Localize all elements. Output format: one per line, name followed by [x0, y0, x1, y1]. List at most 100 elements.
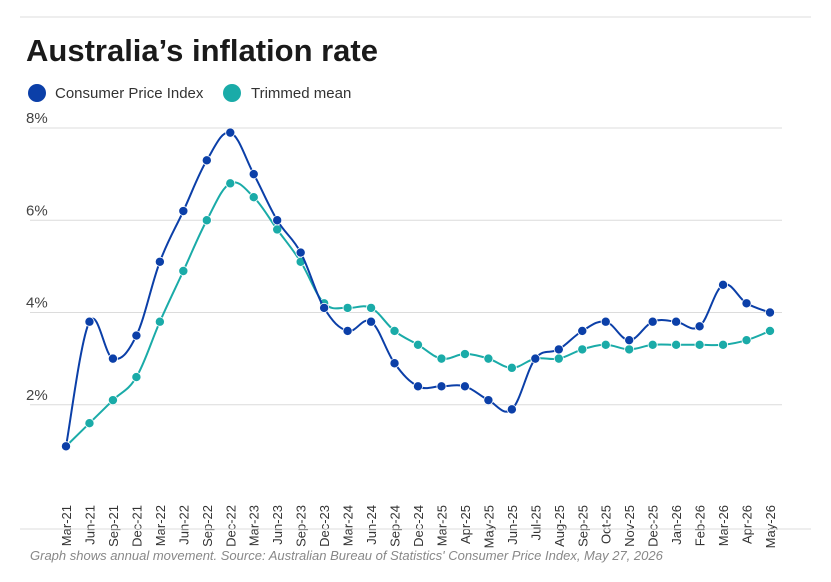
data-point-cpi: [530, 353, 541, 364]
data-point-trimmed-mean: [624, 344, 635, 355]
data-point-cpi: [295, 247, 306, 258]
data-point-cpi: [272, 215, 283, 226]
data-point-trimmed-mean: [131, 372, 142, 383]
data-point-trimmed-mean: [765, 325, 776, 336]
y-tick-label: 2%: [26, 387, 48, 404]
x-tick-label: Jul-25: [528, 505, 543, 540]
legend-marker-trimmed-mean: [223, 84, 241, 102]
data-point-cpi: [248, 169, 259, 180]
x-tick-label: Nov-25: [622, 505, 637, 547]
data-point-cpi: [647, 316, 658, 327]
x-tick-label: Feb-26: [693, 505, 708, 546]
data-point-trimmed-mean: [459, 349, 470, 360]
data-point-cpi: [741, 298, 752, 309]
data-point-trimmed-mean: [647, 339, 658, 350]
y-tick-label: 8%: [26, 110, 48, 127]
data-point-trimmed-mean: [107, 395, 118, 406]
x-tick-label: Dec-24: [411, 505, 426, 547]
data-point-trimmed-mean: [671, 339, 682, 350]
data-point-cpi: [577, 325, 588, 336]
data-point-trimmed-mean: [366, 302, 377, 313]
data-point-cpi: [459, 381, 470, 392]
legend-label-cpi: Consumer Price Index: [55, 85, 204, 102]
data-point-cpi: [225, 127, 236, 138]
x-tick-label: Dec-25: [646, 505, 661, 547]
data-point-trimmed-mean: [342, 302, 353, 313]
x-tick-label: Sep-22: [200, 505, 215, 547]
x-tick-label: May-25: [481, 505, 496, 548]
data-point-trimmed-mean: [741, 335, 752, 346]
x-tick-label: Oct-25: [599, 505, 614, 544]
data-point-trimmed-mean: [600, 339, 611, 350]
x-tick-label: Jan-26: [669, 505, 684, 545]
data-point-cpi: [61, 441, 72, 452]
data-point-trimmed-mean: [553, 353, 564, 364]
series-cpi: [61, 127, 776, 452]
legend-label-trimmed-mean: Trimmed mean: [251, 85, 351, 102]
data-point-cpi: [389, 358, 400, 369]
chart-title: Australia’s inflation rate: [26, 33, 378, 68]
data-point-trimmed-mean: [201, 215, 212, 226]
data-point-cpi: [131, 330, 142, 341]
y-axis-ticks: 2% 4% 6% 8%: [26, 110, 48, 404]
data-point-cpi: [107, 353, 118, 364]
series-layer: [61, 127, 776, 452]
x-tick-label: Dec-23: [317, 505, 332, 547]
data-point-cpi: [342, 325, 353, 336]
data-point-trimmed-mean: [412, 339, 423, 350]
data-point-cpi: [483, 395, 494, 406]
x-tick-label: May-26: [763, 505, 778, 548]
x-tick-label: Dec-21: [129, 505, 144, 547]
x-tick-label: Apr-26: [740, 505, 755, 544]
data-point-trimmed-mean: [577, 344, 588, 355]
data-point-cpi: [412, 381, 423, 392]
x-tick-label: Aug-25: [552, 505, 567, 547]
data-point-cpi: [436, 381, 447, 392]
data-point-trimmed-mean: [694, 339, 705, 350]
legend-marker-cpi: [28, 84, 46, 102]
series-line-trimmed-mean: [65, 181, 771, 447]
y-tick-label: 6%: [26, 202, 48, 219]
x-tick-label: Dec-22: [223, 505, 238, 547]
data-point-cpi: [718, 279, 729, 290]
x-tick-label: Mar-26: [716, 505, 731, 546]
data-point-cpi: [624, 335, 635, 346]
series-line-cpi: [65, 131, 771, 447]
x-tick-label: Jun-25: [505, 505, 520, 545]
data-point-cpi: [694, 321, 705, 332]
data-point-trimmed-mean: [84, 418, 95, 429]
data-point-cpi: [84, 316, 95, 327]
x-axis-ticks: Mar-21 Jun-21 Sep-21 Dec-21 Mar-22 Jun-22 Sep-…: [59, 505, 778, 548]
data-point-trimmed-mean: [225, 178, 236, 189]
x-tick-label: Mar-25: [434, 505, 449, 546]
x-tick-label: Jun-22: [176, 505, 191, 545]
x-tick-label: Mar-22: [153, 505, 168, 546]
x-tick-label: Mar-24: [341, 505, 356, 546]
source-footnote: Graph shows annual movement. Source: Aus…: [30, 548, 664, 563]
data-point-trimmed-mean: [506, 362, 517, 373]
series-trimmed-mean: [61, 178, 776, 452]
data-point-cpi: [178, 206, 189, 217]
data-point-cpi: [201, 155, 212, 166]
data-point-cpi: [319, 302, 330, 313]
data-point-trimmed-mean: [483, 353, 494, 364]
data-point-trimmed-mean: [718, 339, 729, 350]
x-tick-label: Sep-21: [106, 505, 121, 547]
x-tick-label: Sep-24: [388, 505, 403, 547]
data-point-trimmed-mean: [389, 325, 400, 336]
data-point-cpi: [366, 316, 377, 327]
x-tick-label: Mar-21: [59, 505, 74, 546]
x-tick-label: Sep-23: [294, 505, 309, 547]
x-tick-label: Jun-23: [270, 505, 285, 545]
data-point-cpi: [553, 344, 564, 355]
data-point-cpi: [765, 307, 776, 318]
data-point-trimmed-mean: [436, 353, 447, 364]
data-point-trimmed-mean: [154, 316, 165, 327]
data-point-trimmed-mean: [178, 265, 189, 276]
x-tick-label: Mar-23: [247, 505, 262, 546]
data-point-trimmed-mean: [248, 192, 259, 203]
data-point-cpi: [506, 404, 517, 415]
x-tick-label: Apr-25: [458, 505, 473, 544]
x-tick-label: Sep-25: [575, 505, 590, 547]
